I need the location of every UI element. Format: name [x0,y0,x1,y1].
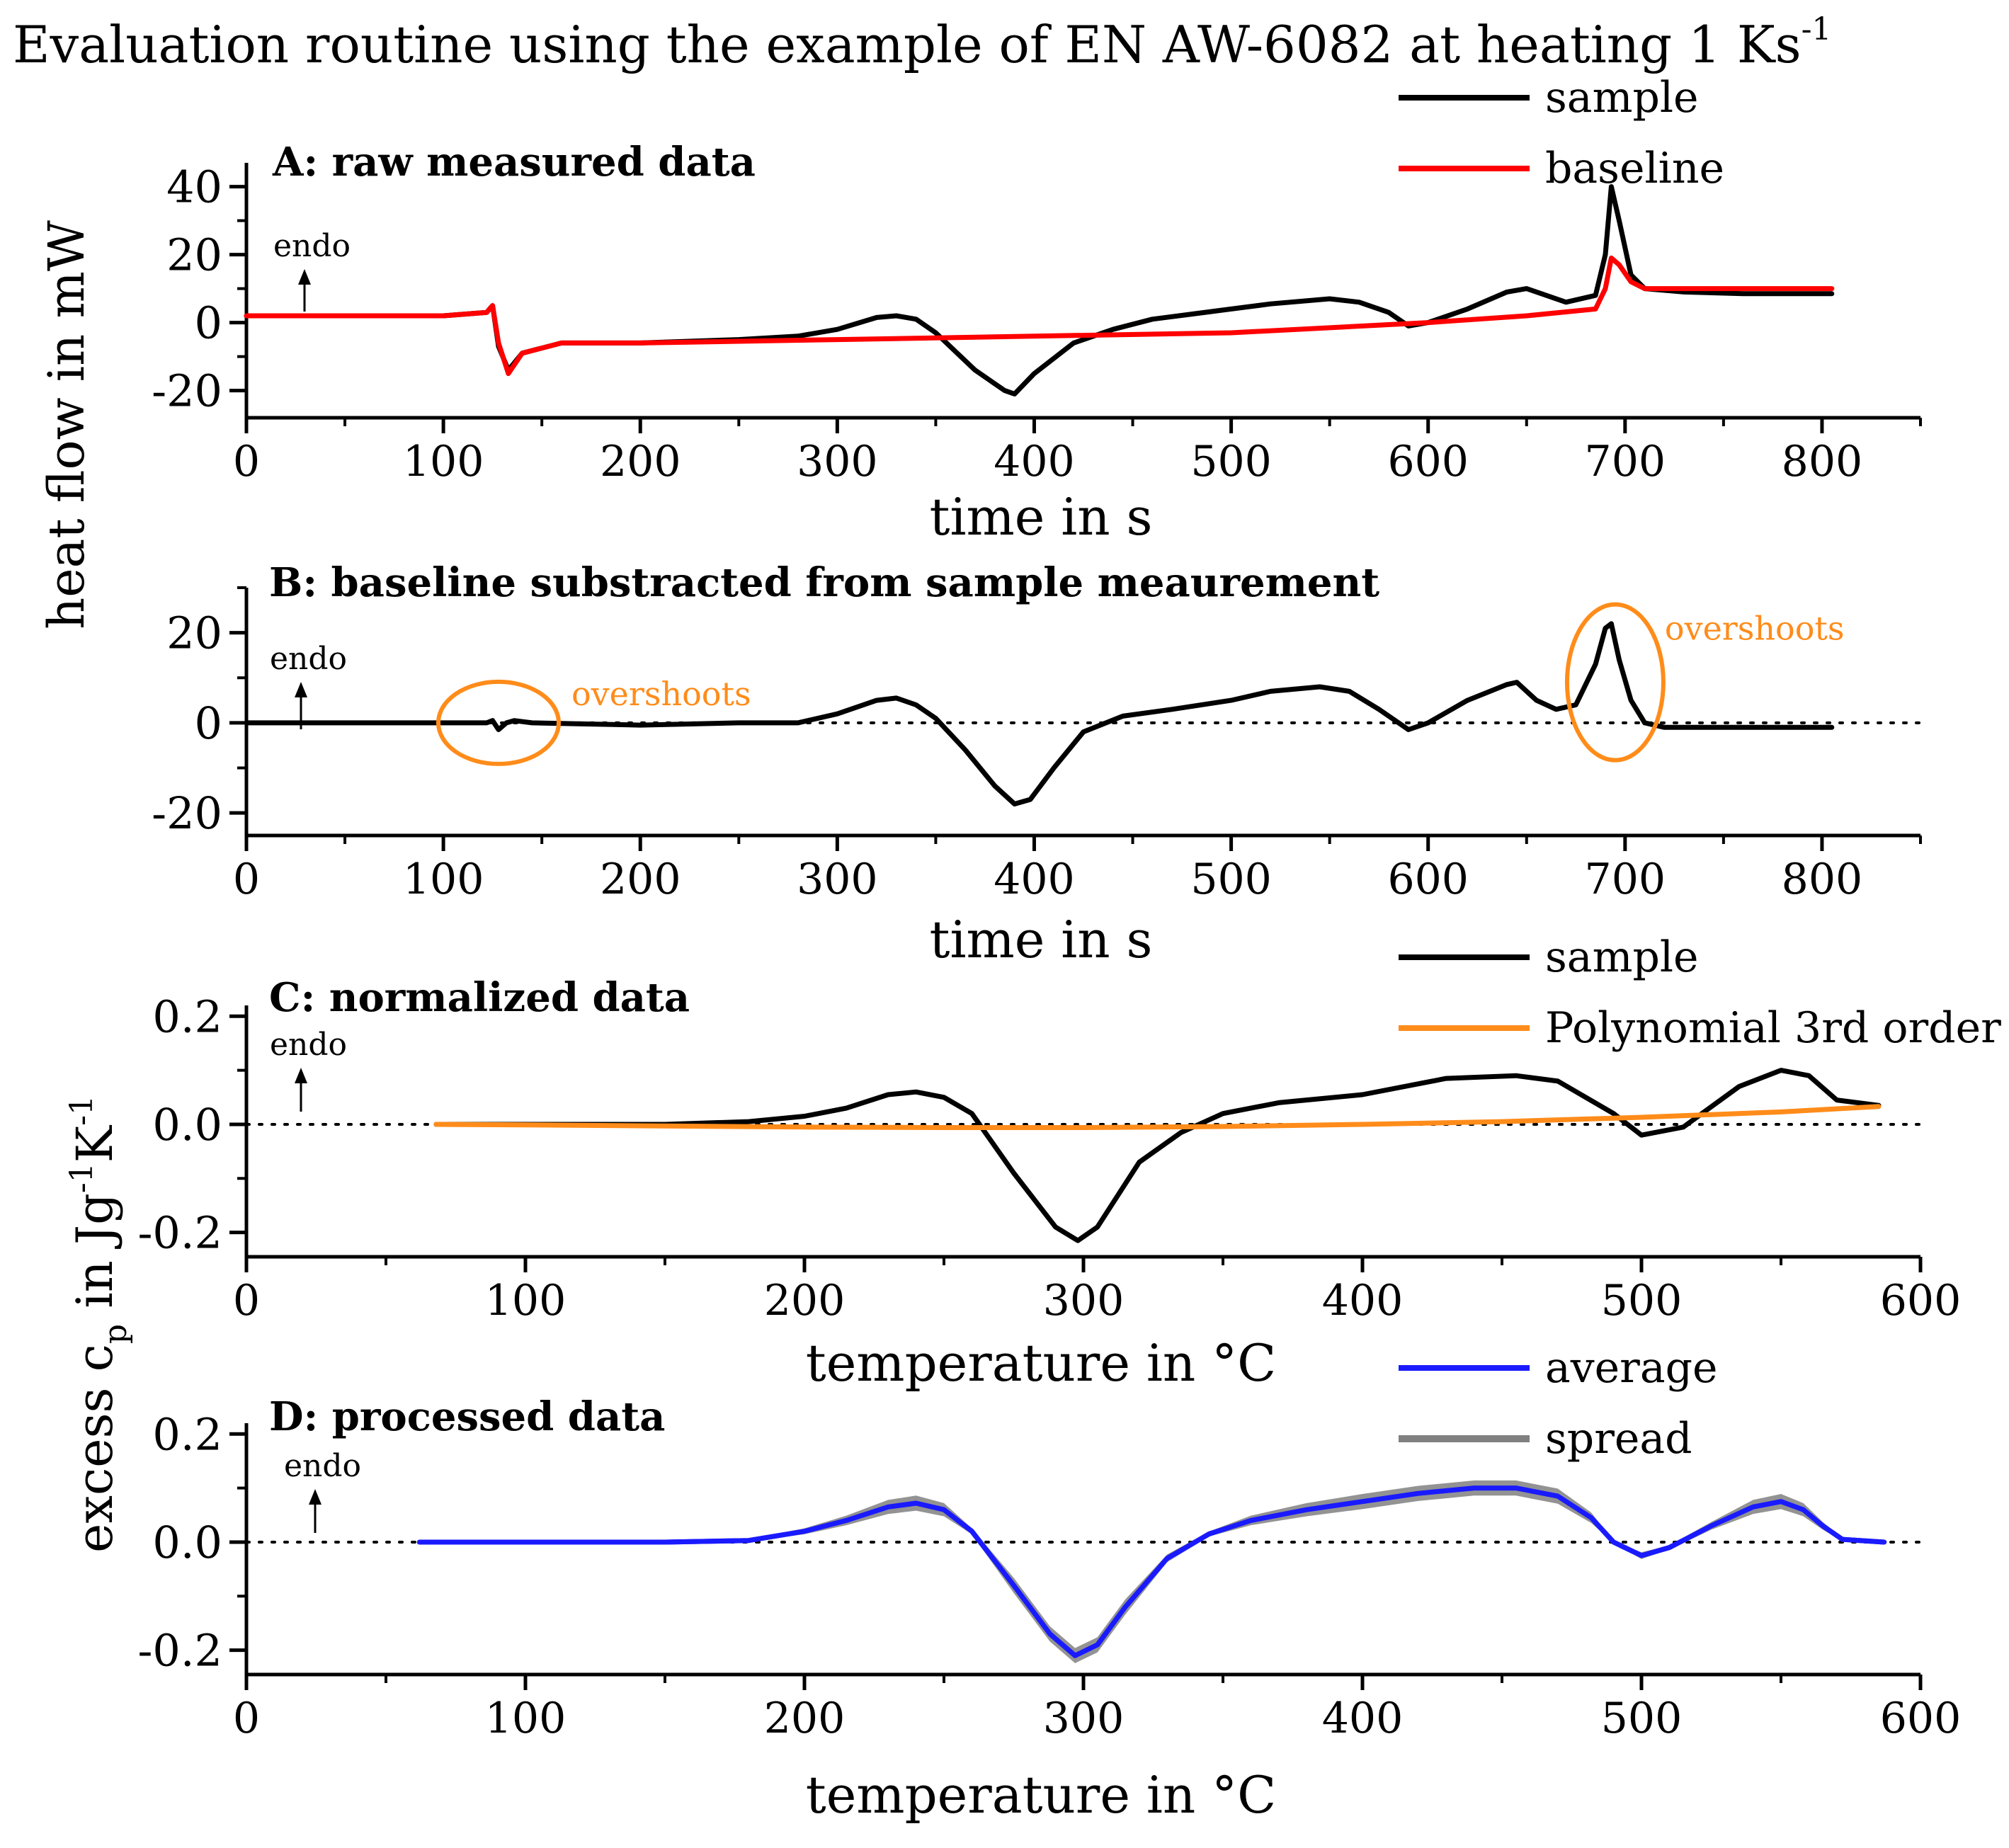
endo-label: endo [270,641,347,677]
figure-title-text: Evaluation routine using the example of … [13,15,1802,74]
legend-label: sample [1545,73,1699,122]
x-tick-label: 300 [1043,1694,1125,1743]
ylabel-excess-cp-sup1: -1 [64,1163,100,1193]
x-axis-label: temperature in °C [806,1333,1276,1393]
x-tick-label: 100 [403,437,484,486]
x-tick-label: 100 [403,855,484,904]
overshoot-ellipse [436,679,561,766]
ylabel-excess-cp-k: K [66,1124,124,1163]
x-tick-label: 200 [600,855,681,904]
x-tick-label: 600 [1387,855,1469,904]
series-line-sample-baseline [244,621,1835,806]
ylabel-excess-cp-sup2: -1 [64,1095,100,1126]
endo-label: endo [270,1027,347,1063]
legend-label: baseline [1545,144,1724,193]
spread-band [419,1480,1884,1663]
x-tick-label: 600 [1387,437,1469,486]
x-tick-label: 400 [1322,1694,1404,1743]
series-line-sample [244,184,1835,397]
x-tick-label: 200 [764,1276,846,1325]
x-tick-label: 400 [994,855,1075,904]
legend-label: spread [1545,1414,1692,1464]
x-axis-label: time in s [930,487,1153,547]
x-tick-label: 600 [1880,1694,1962,1743]
x-axis-label: time in s [930,910,1153,969]
y-tick-label: 20 [166,229,222,281]
x-tick-label: 400 [1322,1276,1404,1325]
y-tick-label: 0.2 [152,1408,222,1460]
y-tick-label: -0.2 [137,1625,222,1677]
panel-C: 0 100 200 300 400 500 600 -0.2 0.0 0.2 C: normaliz… [137,932,2001,1393]
y-tick-label: 20 [166,608,222,659]
ylabel-heat-flow: heat flow in mW [38,220,96,629]
x-tick-label: 0 [233,855,260,904]
y-tick-label: -20 [152,787,222,839]
x-tick-label: 300 [1043,1276,1125,1325]
x-tick-label: 400 [994,437,1075,486]
series-line-polynomial-3rd-order [433,1104,1882,1130]
ylabel-excess-cp-sub: p [98,1324,134,1344]
panel-title: A: raw measured data [272,139,756,186]
x-tick-label: 300 [797,437,878,486]
figure-title: Evaluation routine using the example of … [13,11,1831,74]
panel-title: C: normalized data [269,974,690,1021]
ylabel-excess-cp-mid: in Jg [66,1193,124,1324]
x-tick-label: 700 [1585,855,1666,904]
x-tick-label: 600 [1880,1276,1962,1325]
x-tick-label: 0 [233,1694,260,1743]
y-tick-label: -0.2 [137,1207,222,1259]
x-tick-label: 800 [1782,437,1863,486]
x-tick-label: 300 [797,855,878,904]
y-tick-label: 0.0 [152,1517,222,1568]
panel-title: B: baseline substracted from sample meau… [269,559,1379,606]
endo-label: endo [284,1448,361,1484]
figure-title-superscript: -1 [1802,11,1832,47]
overshoot-label: overshoots [571,675,751,713]
overshoot-label: overshoots [1665,610,1845,648]
x-tick-label: 100 [485,1694,567,1743]
x-tick-label: 200 [764,1694,846,1743]
x-tick-label: 100 [485,1276,567,1325]
panel-title: D: processed data [269,1393,665,1440]
x-tick-label: 500 [1601,1694,1683,1743]
x-tick-label: 500 [1190,437,1272,486]
endo-arrow-icon [295,1068,307,1083]
y-tick-label: -20 [152,365,222,417]
endo-arrow-icon [298,269,311,285]
x-axis-label: temperature in °C [806,1765,1276,1825]
x-tick-label: 500 [1190,855,1272,904]
y-tick-label: 0.2 [152,991,222,1042]
y-tick-label: 0.0 [152,1099,222,1151]
x-tick-label: 700 [1585,437,1666,486]
legend-label: sample [1545,932,1699,982]
x-tick-label: 0 [233,437,260,486]
x-tick-label: 800 [1782,855,1863,904]
series-line-average-top [419,1485,1885,1658]
overshoot-ellipse [1564,602,1666,763]
y-tick-label: 40 [166,161,222,213]
y-tick-label: 0 [195,697,222,749]
series-line-sample [433,1068,1882,1243]
x-tick-label: 0 [233,1276,260,1325]
y-tick-label: 0 [195,297,222,349]
ylabel-excess-cp: excess cp in Jg-1K-1 [64,1095,134,1553]
endo-arrow-icon [295,682,307,697]
series-line-baseline [244,255,1835,377]
endo-label: endo [273,228,351,264]
legend-label: Polynomial 3rd order [1545,1003,2001,1053]
panel-D: 0 100 200 300 400 500 600 -0.2 0.0 0.2 D: processe… [137,1343,1961,1825]
x-tick-label: 200 [600,437,681,486]
endo-arrow-icon [309,1489,321,1505]
legend-label: average [1545,1343,1718,1393]
x-tick-label: 500 [1601,1276,1683,1325]
ylabel-excess-cp-prefix: excess c [66,1344,124,1553]
